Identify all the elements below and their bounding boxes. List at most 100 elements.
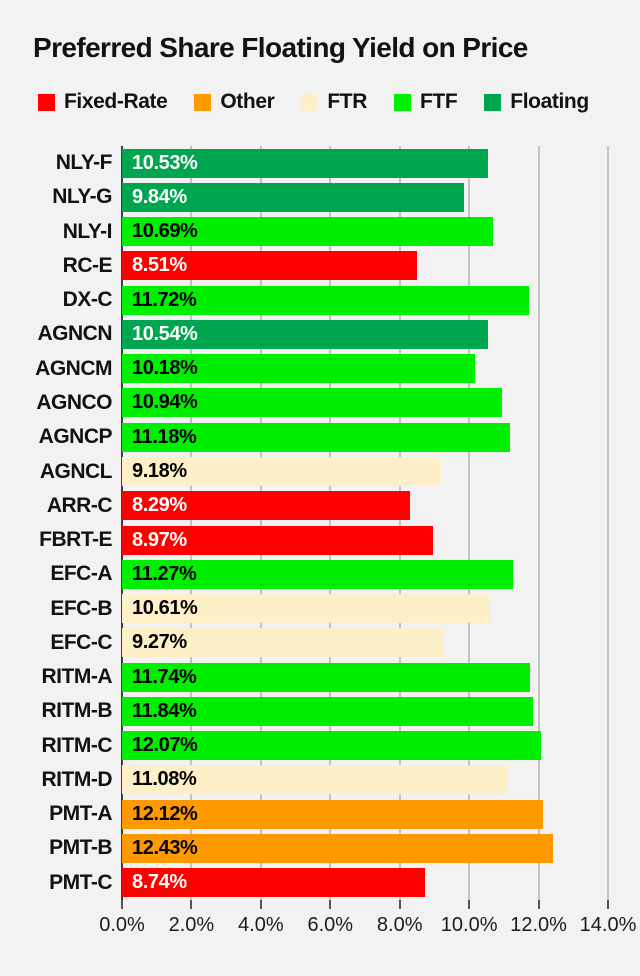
legend-label: FTR (327, 90, 367, 113)
bar-row: PMT-A 12.12% (0, 797, 640, 831)
bar-row: AGNCM 10.18% (0, 352, 640, 386)
value-label: 11.18% (132, 425, 197, 448)
value-label: 10.69% (132, 220, 198, 243)
bar-ARR-C: 8.29% (122, 491, 410, 521)
bar-row: AGNCO 10.94% (0, 386, 640, 420)
bar-NLY-G: 9.84% (122, 182, 464, 212)
bar-track: 9.18% (122, 454, 640, 488)
bar-track: 8.74% (122, 866, 640, 900)
bar-row: AGNCN 10.54% (0, 317, 640, 351)
x-axis-label: 14.0% (579, 914, 637, 936)
bar-PMT-C: 8.74% (122, 868, 426, 898)
bar-track: 10.61% (122, 591, 640, 625)
value-label: 11.27% (132, 562, 197, 585)
value-label: 12.07% (132, 734, 198, 757)
page-title: Preferred Share Floating Yield on Price (33, 32, 528, 63)
bar-NLY-I: 10.69% (122, 217, 494, 247)
bar-track: 8.97% (122, 523, 640, 557)
category-label-AGNCN: AGNCN (37, 322, 113, 346)
x-axis-tick (468, 900, 471, 909)
bar-RITM-C: 12.07% (122, 731, 541, 761)
legend-label: Floating (510, 90, 589, 113)
bar-row: NLY-I 10.69% (0, 215, 640, 249)
bar-RITM-D: 11.08% (122, 765, 507, 795)
bar-AGNCN: 10.54% (122, 319, 488, 349)
bar-track: 11.18% (122, 420, 640, 454)
legend-item-fixed-rate: Fixed-Rate (38, 90, 168, 114)
value-label: 10.61% (132, 597, 198, 620)
bar-track: 9.84% (122, 180, 640, 214)
bar-AGNCM: 10.18% (122, 354, 476, 384)
legend-label: Fixed-Rate (64, 90, 168, 113)
bar-row: EFC-B 10.61% (0, 591, 640, 625)
legend-item-ftf: FTF (394, 90, 458, 114)
category-label-DX-C: DX-C (62, 288, 113, 312)
gridline (190, 146, 193, 900)
value-label: 8.97% (132, 528, 187, 551)
bar-track: 8.29% (122, 489, 640, 523)
category-label-AGNCP: AGNCP (38, 425, 113, 449)
value-label: 10.18% (132, 357, 198, 380)
category-label-PMT-C: PMT-C (49, 870, 112, 894)
category-label-EFC-A: EFC-A (50, 562, 112, 586)
bar-row: RITM-D 11.08% (0, 763, 640, 797)
category-label-RC-E: RC-E (62, 253, 113, 277)
bar-track: 11.08% (122, 763, 640, 797)
bar-track: 10.94% (122, 386, 640, 420)
bar-row: EFC-A 11.27% (0, 557, 640, 591)
bar-RC-E: 8.51% (122, 251, 418, 281)
gridline (607, 146, 609, 900)
value-label: 12.12% (132, 802, 198, 825)
legend: Fixed-Rate Other FTR FTF Floating (38, 90, 589, 114)
bar-AGNCL: 9.18% (122, 457, 441, 487)
x-axis-tick (190, 900, 193, 909)
x-axis-label: 10.0% (440, 914, 498, 936)
x-axis-label: 12.0% (510, 914, 567, 936)
legend-label: Other (220, 90, 275, 113)
value-label: 9.84% (132, 185, 187, 208)
bar-track: 10.54% (122, 317, 640, 351)
bar-EFC-B: 10.61% (122, 594, 491, 624)
bar-row: DX-C 11.72% (0, 283, 640, 317)
x-axis-tick (259, 900, 262, 909)
y-axis-line (121, 146, 123, 900)
bar-AGNCO: 10.94% (122, 388, 502, 418)
value-label: 11.84% (132, 699, 197, 722)
x-axis-tick (329, 900, 332, 909)
value-label: 10.94% (132, 391, 198, 414)
bar-row: AGNCL 9.18% (0, 454, 640, 488)
bar-track: 11.27% (122, 557, 640, 591)
gridline (537, 146, 540, 900)
bar-row: RITM-B 11.84% (0, 694, 640, 728)
category-label-RITM-B: RITM-B (41, 699, 113, 723)
legend-item-other: Other (194, 90, 275, 114)
bar-track: 10.53% (122, 146, 640, 180)
category-label-ARR-C: ARR-C (46, 493, 113, 517)
bar-DX-C: 11.72% (122, 285, 529, 315)
x-axis-tick (537, 900, 540, 909)
bar-AGNCP: 11.18% (122, 422, 511, 452)
x-axis-tick (121, 900, 123, 909)
gridline (468, 146, 471, 900)
x-axis-label: 0.0% (99, 914, 145, 936)
bar-row: FBRT-E 8.97% (0, 523, 640, 557)
value-label: 9.18% (132, 460, 187, 483)
bar-row: EFC-C 9.27% (0, 626, 640, 660)
gridline (259, 146, 262, 900)
category-label-AGNCM: AGNCM (35, 356, 112, 380)
x-axis-label: 4.0% (238, 914, 284, 936)
bar-track: 10.18% (122, 352, 640, 386)
bar-EFC-A: 11.27% (122, 559, 514, 589)
legend-swatch-floating (484, 93, 502, 111)
category-label-FBRT-E: FBRT-E (39, 528, 112, 552)
bar-track: 8.51% (122, 249, 640, 283)
category-label-RITM-A: RITM-A (41, 665, 113, 689)
value-label: 11.74% (132, 665, 197, 688)
bar-row: RITM-C 12.07% (0, 729, 640, 763)
category-label-RITM-D: RITM-D (41, 767, 113, 791)
value-label: 9.27% (132, 631, 187, 654)
gridline (398, 146, 401, 900)
category-label-PMT-B: PMT-B (49, 836, 112, 860)
bar-RITM-A: 11.74% (122, 662, 530, 692)
